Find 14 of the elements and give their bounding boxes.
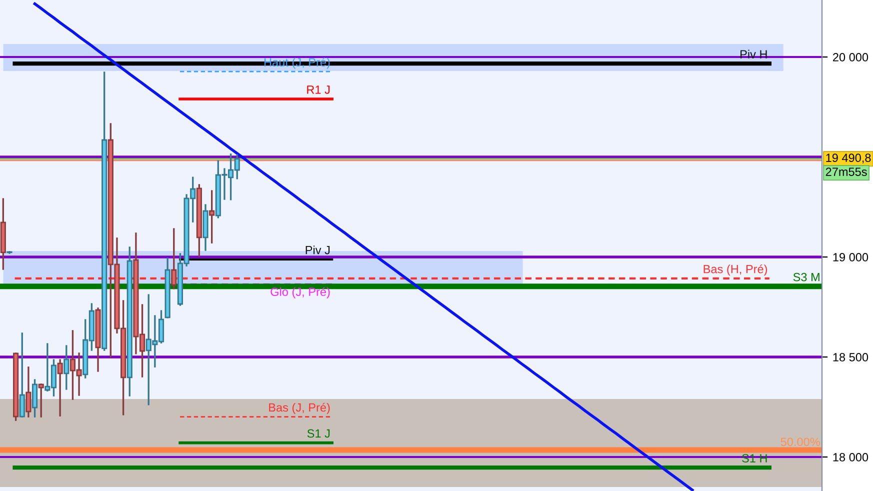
y-tick-label: 19 000 xyxy=(833,253,868,262)
ref-line-label: Piv J xyxy=(306,246,330,254)
ref-line-label: Bas (H, Pré) xyxy=(704,264,768,276)
ref-line-label: Glo (J, Pré) xyxy=(270,287,330,298)
ref-line-label: Bas (J, Pré) xyxy=(269,402,330,414)
ref-line-label: S3 M xyxy=(793,272,820,282)
ref-line-label: S1 J xyxy=(307,429,330,438)
y-tick-label: 18 500 xyxy=(833,353,868,362)
ref-line-label: R1 J xyxy=(307,86,330,94)
text: 27m55s xyxy=(826,168,867,176)
y-tick-label: 18 000 xyxy=(833,453,868,462)
y-tick-label: 20 000 xyxy=(833,53,868,62)
ref-line-label: 19 490,8 xyxy=(826,154,871,164)
annotation: 50.00% xyxy=(780,438,820,446)
